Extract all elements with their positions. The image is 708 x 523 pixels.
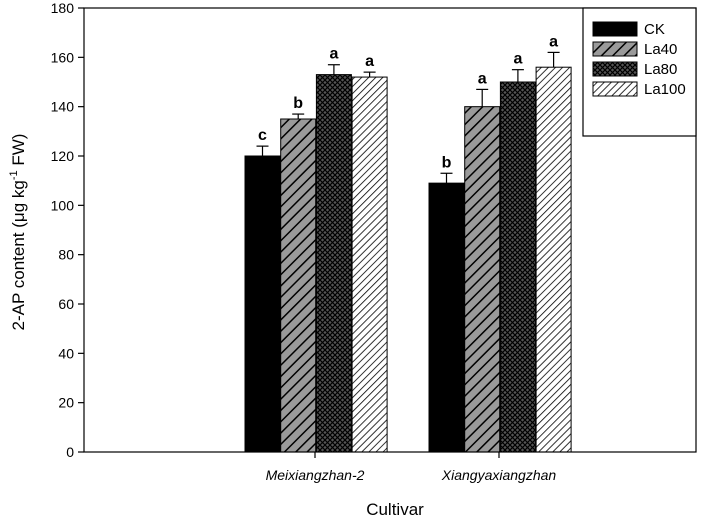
y-tick-label: 100 <box>51 197 75 213</box>
y-tick-label: 40 <box>58 345 74 361</box>
y-tick-label: 180 <box>51 0 75 16</box>
x-tick-label: Meixiangzhan-2 <box>266 467 365 483</box>
legend-swatch-la40 <box>592 41 638 57</box>
y-tick-label: 120 <box>51 148 75 164</box>
plot-frame <box>83 7 697 453</box>
bar-la40-1 <box>280 118 317 453</box>
legend: CK La40 La80 La100 <box>582 7 697 137</box>
significance-letter: a <box>478 70 487 87</box>
y-tick-label: 0 <box>66 444 74 460</box>
legend-swatch-la80 <box>592 61 638 77</box>
significance-letter: a <box>513 51 522 68</box>
significance-letter: b <box>293 95 303 112</box>
legend-label-ck: CK <box>644 21 665 38</box>
legend-label-la100: La100 <box>644 81 686 98</box>
y-tick-label: 160 <box>51 49 75 65</box>
y-tick-label: 140 <box>51 99 75 115</box>
y-tick-label: 20 <box>58 395 74 411</box>
y-axis-title: 2-AP content (μg kg-1 FW) <box>8 134 28 331</box>
y-tick-label: 60 <box>58 296 74 312</box>
bar-la100-1 <box>351 76 388 453</box>
y-axis-title-tail: FW) <box>9 134 28 171</box>
bar-la80-2 <box>499 81 536 453</box>
significance-letter: b <box>442 154 452 171</box>
y-axis-title-main: 2-AP content (μg kg <box>9 180 28 330</box>
y-axis-title-sup: -1 <box>8 170 20 180</box>
legend-swatch-la100 <box>592 81 638 97</box>
legend-label-la80: La80 <box>644 61 677 78</box>
bar-la100-2 <box>535 66 572 453</box>
significance-letter: c <box>258 127 267 144</box>
bar-ck-2 <box>428 182 465 453</box>
bar-la40-2 <box>464 106 501 453</box>
bar-ck-1 <box>244 155 281 453</box>
x-tick-label: Xiangyaxiangzhan <box>441 467 557 483</box>
significance-letter: a <box>549 33 558 50</box>
legend-swatch-ck <box>592 21 638 37</box>
significance-letter: a <box>329 46 338 63</box>
significance-letter: a <box>365 53 374 70</box>
x-axis-title: Cultivar <box>366 500 424 519</box>
legend-label-la40: La40 <box>644 41 677 58</box>
bar-la80-1 <box>315 74 352 453</box>
y-tick-label: 80 <box>58 247 74 263</box>
